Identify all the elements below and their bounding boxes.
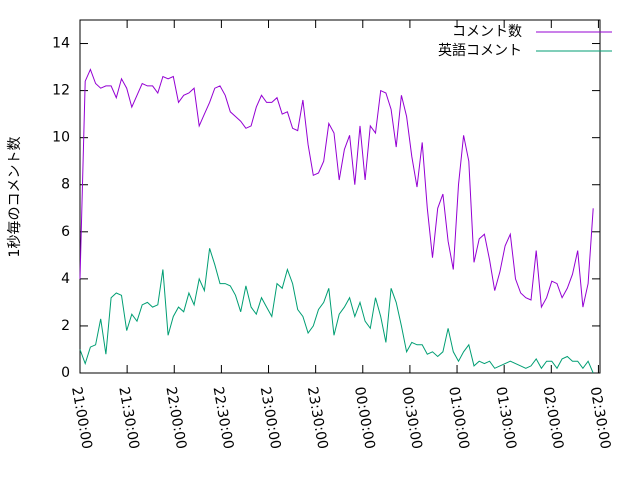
x-tick-label: 22:00:00 <box>162 386 189 451</box>
y-tick-label: 12 <box>52 83 70 99</box>
x-tick-label: 23:00:00 <box>257 386 284 451</box>
x-tick-label: 00:00:00 <box>351 386 378 451</box>
legend-label: 英語コメント <box>438 42 522 59</box>
x-tick-label: 00:30:00 <box>398 386 425 451</box>
y-tick-label: 0 <box>61 365 70 381</box>
x-tick-label: 23:30:00 <box>304 386 331 451</box>
y-tick-label: 14 <box>52 36 70 52</box>
x-tick-label: 02:30:00 <box>587 386 614 451</box>
y-axis-label: 1秒毎のコメント数 <box>7 137 23 258</box>
x-tick-label: 02:00:00 <box>539 386 566 451</box>
series-line <box>79 248 594 374</box>
x-tick-label: 01:00:00 <box>445 386 472 451</box>
x-tick-label: 22:30:00 <box>210 386 237 451</box>
series-line <box>79 68 594 309</box>
x-tick-label: 21:00:00 <box>68 386 95 451</box>
x-tick-label: 01:30:00 <box>492 386 519 451</box>
y-tick-label: 8 <box>61 177 70 193</box>
y-tick-label: 6 <box>61 224 70 240</box>
y-tick-label: 2 <box>61 318 70 334</box>
y-tick-label: 4 <box>61 271 70 287</box>
plot-border <box>79 19 601 374</box>
legend-label: コメント数 <box>452 24 522 40</box>
x-tick-label: 21:30:00 <box>115 386 142 451</box>
y-tick-label: 10 <box>52 130 70 146</box>
